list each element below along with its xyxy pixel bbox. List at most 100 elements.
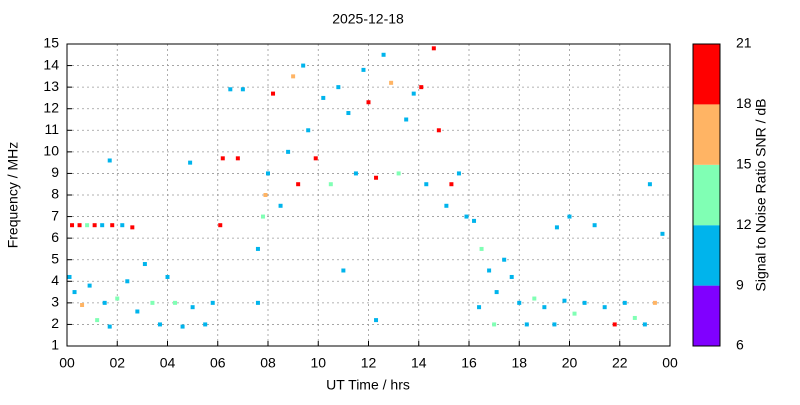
data-point: [313, 156, 318, 161]
data-point: [487, 268, 492, 273]
data-point: [260, 214, 265, 219]
data-point: [150, 300, 155, 305]
data-point: [125, 279, 130, 284]
data-point: [622, 300, 627, 305]
data-point: [612, 322, 617, 327]
data-point: [396, 171, 401, 176]
data-point: [235, 156, 240, 161]
x-tick-label: 22: [612, 355, 628, 371]
plot-frame: [66, 43, 671, 347]
data-point: [341, 268, 346, 273]
y-tick-label: 9: [51, 164, 59, 180]
data-point: [532, 296, 537, 301]
x-tick-label: 18: [511, 355, 527, 371]
data-point: [660, 231, 665, 236]
y-tick-label: 2: [51, 315, 59, 331]
y-tick-label: 7: [51, 207, 59, 223]
x-tick-label: 12: [361, 355, 377, 371]
data-point: [210, 300, 215, 305]
y-tick-label: 12: [43, 99, 59, 115]
x-tick-label: 06: [210, 355, 226, 371]
colorbar-frame: [692, 43, 721, 347]
data-point: [494, 290, 499, 295]
data-point: [602, 305, 607, 310]
data-point: [188, 160, 193, 165]
data-point: [255, 300, 260, 305]
data-point: [374, 175, 379, 180]
x-tick-label: 00: [662, 355, 678, 371]
y-tick-label: 11: [44, 121, 59, 137]
x-tick-label: 10: [310, 355, 326, 371]
x-axis-label: UT Time / hrs: [326, 377, 410, 393]
data-point: [572, 311, 577, 316]
data-point: [87, 283, 92, 288]
data-point: [431, 46, 436, 51]
data-point: [492, 322, 497, 327]
data-point: [642, 322, 647, 327]
y-tick-label: 13: [43, 78, 59, 94]
colorbar-tick-label: 6: [736, 337, 744, 353]
data-point: [228, 87, 233, 92]
data-point: [419, 85, 424, 90]
y-axis-label: Frequency / MHz: [5, 142, 21, 249]
data-point: [366, 100, 371, 105]
y-tick-label: 14: [43, 56, 59, 72]
colorbar-tick-label: 21: [736, 35, 752, 51]
y-tick-label: 15: [43, 35, 59, 51]
data-point: [278, 203, 283, 208]
data-point: [218, 223, 223, 228]
data-point: [477, 305, 482, 310]
data-point: [502, 257, 507, 262]
data-point: [263, 193, 268, 197]
data-point: [301, 63, 306, 68]
data-point: [296, 182, 301, 187]
data-point: [381, 52, 386, 57]
data-point: [67, 274, 72, 279]
data-point: [85, 223, 90, 228]
y-tick-label: 8: [51, 186, 59, 202]
data-point: [592, 223, 597, 228]
x-tick-label: 14: [411, 355, 427, 371]
data-point: [135, 309, 140, 314]
data-point: [165, 274, 170, 279]
data-point: [554, 225, 559, 230]
data-point: [80, 303, 85, 308]
data-point: [157, 322, 162, 327]
data-point: [306, 128, 311, 133]
colorbar-segment: [693, 164, 720, 226]
x-tick-label: 04: [160, 355, 176, 371]
colorbar-segment: [693, 44, 720, 105]
data-point: [411, 91, 416, 96]
data-point: [190, 305, 195, 310]
data-point: [142, 262, 147, 267]
data-point: [517, 300, 522, 305]
data-point: [72, 290, 77, 295]
x-tick-label: 08: [260, 355, 276, 371]
colorbar-tick-label: 9: [736, 276, 744, 292]
data-point: [567, 214, 572, 219]
data-point: [240, 87, 245, 92]
data-point: [77, 223, 82, 228]
data-point: [70, 223, 75, 228]
data-point: [524, 322, 529, 327]
data-point: [562, 298, 567, 303]
data-point: [346, 111, 351, 116]
y-tick-label: 1: [51, 337, 59, 353]
y-tick-label: 6: [51, 229, 59, 245]
data-point: [321, 95, 326, 100]
y-tick-label: 5: [51, 250, 59, 266]
data-point: [361, 67, 366, 72]
data-point: [220, 156, 225, 161]
data-point: [552, 322, 557, 327]
data-point: [291, 74, 296, 79]
data-point: [95, 318, 100, 323]
data-point: [336, 85, 341, 90]
data-point: [404, 117, 409, 122]
data-point: [472, 218, 477, 223]
colorbar-tick-label: 15: [736, 156, 752, 172]
data-point: [456, 171, 461, 176]
data-point: [120, 223, 125, 228]
data-point: [107, 324, 112, 329]
data-point: [353, 171, 358, 176]
